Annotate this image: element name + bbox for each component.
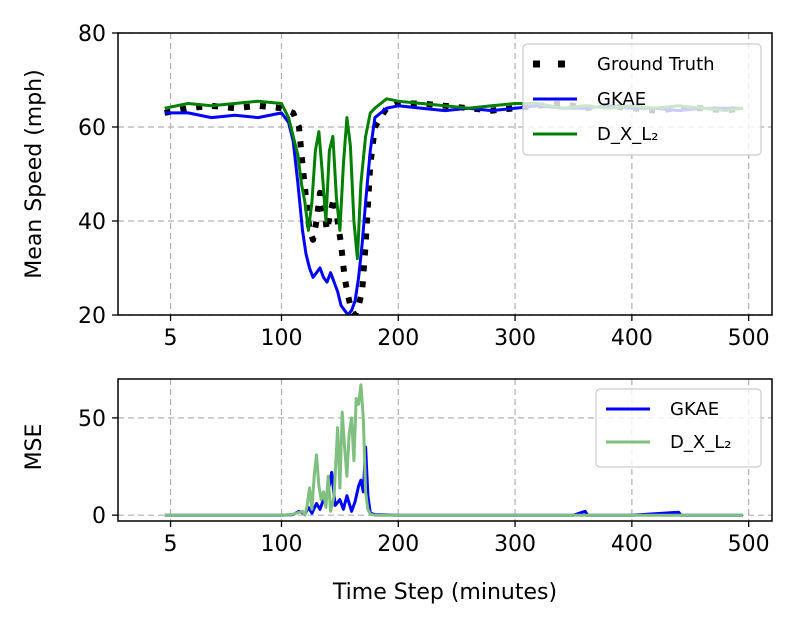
mse-chart-series bbox=[164, 383, 743, 517]
x-tick-label: 100 bbox=[261, 326, 303, 351]
y-tick-label: 80 bbox=[78, 22, 106, 47]
plot-frame bbox=[117, 378, 773, 522]
speed-chart-legend: Ground Truth GKAE D_X_L₂ bbox=[522, 43, 762, 156]
x-tick-label: 300 bbox=[494, 326, 536, 351]
series-line-1 bbox=[164, 383, 743, 517]
speed-chart-x-ticks: 5 100 200 300 400 500 bbox=[164, 315, 770, 351]
legend-label: GKAE bbox=[597, 89, 646, 110]
x-tick-label: 100 bbox=[261, 532, 303, 557]
x-tick-label: 5 bbox=[164, 326, 178, 351]
x-tick-label: 200 bbox=[377, 326, 419, 351]
mse-chart-y-axis-label: MSE bbox=[22, 424, 47, 471]
mse-chart-y-ticks: 0 50 bbox=[78, 407, 118, 529]
x-tick-label: 500 bbox=[728, 532, 770, 557]
legend-label: Ground Truth bbox=[597, 54, 715, 75]
mse-chart-frame bbox=[117, 378, 773, 522]
speed-chart: 5 100 200 300 400 500 20 40 60 80 Mean Speed (mp… bbox=[22, 22, 773, 351]
mse-chart-x-axis-label: Time Step (minutes) bbox=[332, 580, 557, 605]
x-tick-label: 5 bbox=[164, 532, 178, 557]
x-tick-label: 500 bbox=[728, 326, 770, 351]
y-tick-label: 20 bbox=[78, 304, 106, 329]
plot-frame bbox=[117, 32, 773, 316]
speed-chart-y-axis-label: Mean Speed (mph) bbox=[22, 69, 47, 278]
x-tick-label: 300 bbox=[494, 532, 536, 557]
speed-chart-frame bbox=[117, 32, 773, 316]
legend-label: D_X_L₂ bbox=[597, 124, 658, 145]
x-tick-label: 200 bbox=[377, 532, 419, 557]
y-tick-label: 0 bbox=[92, 504, 106, 529]
y-tick-label: 50 bbox=[78, 407, 106, 432]
x-tick-label: 400 bbox=[611, 326, 653, 351]
y-tick-label: 40 bbox=[78, 210, 106, 235]
mse-chart: 5 100 200 300 400 500 0 50 MSE Time Step (minu… bbox=[22, 378, 773, 605]
x-tick-label: 400 bbox=[611, 532, 653, 557]
legend-box bbox=[522, 43, 762, 156]
mse-chart-x-ticks: 5 100 200 300 400 500 bbox=[164, 521, 770, 557]
legend-label: GKAE bbox=[670, 399, 719, 420]
mse-chart-legend: GKAE D_X_L₂ bbox=[595, 388, 762, 468]
legend-label: D_X_L₂ bbox=[670, 432, 731, 453]
speed-chart-y-ticks: 20 40 60 80 bbox=[78, 22, 118, 329]
y-tick-label: 60 bbox=[78, 116, 106, 141]
